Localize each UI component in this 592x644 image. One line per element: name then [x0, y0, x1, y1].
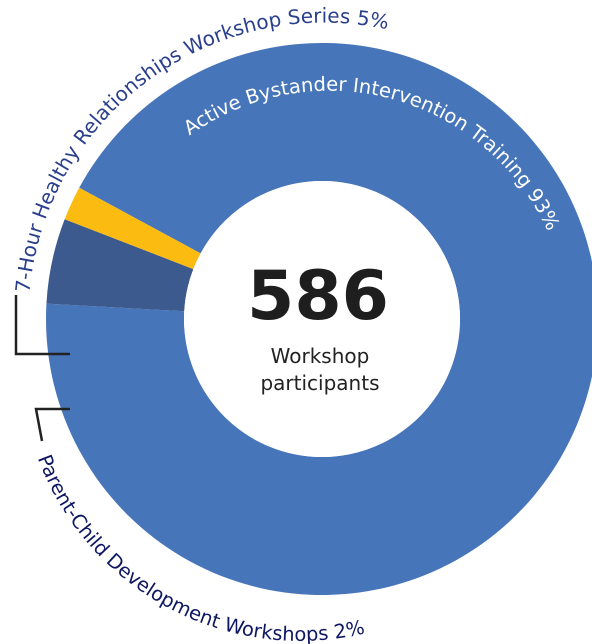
leader-line-healthy-relationships [14, 295, 70, 356]
total-label-line1: Workshop [271, 344, 370, 368]
center-hole [184, 181, 460, 457]
slice-healthy-relationships [46, 219, 194, 312]
total-participants-number: 586 [247, 257, 389, 336]
slice-parent-child [64, 187, 201, 270]
slices-group [46, 43, 592, 595]
slice-active-bystander [46, 43, 592, 595]
total-label-line2: participants [260, 371, 379, 395]
leader-line-parent-child [34, 407, 70, 442]
